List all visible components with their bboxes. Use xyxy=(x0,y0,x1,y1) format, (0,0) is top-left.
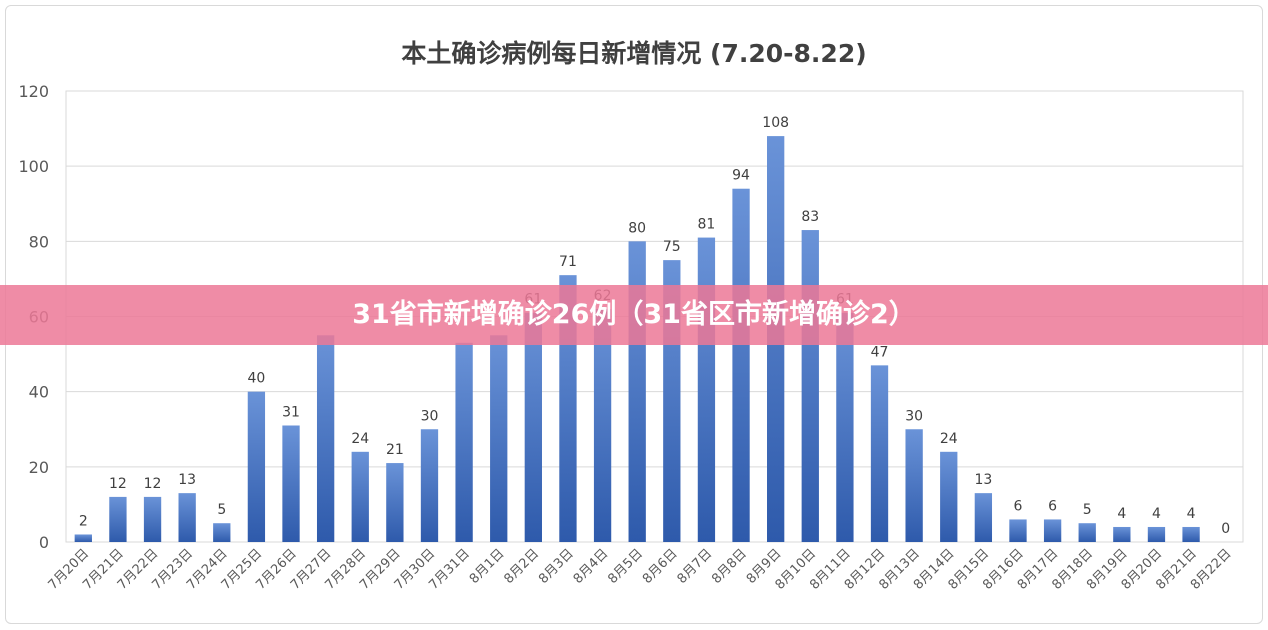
data-label: 40 xyxy=(247,371,265,387)
data-label: 108 xyxy=(762,115,789,131)
data-label: 24 xyxy=(940,431,958,447)
y-tick-label: 0 xyxy=(39,533,49,552)
bar xyxy=(1147,526,1166,542)
x-tick-label: 8月4日 xyxy=(571,546,612,587)
data-label: 4 xyxy=(1152,506,1161,522)
headline-banner: 31省市新增确诊26例（31省区市新增确诊2） xyxy=(0,285,1268,345)
data-label: 94 xyxy=(732,168,750,184)
chart-title: 本土确诊病例每日新增情况 (7.20-8.22) xyxy=(401,39,867,68)
bar xyxy=(697,237,716,542)
y-tick-label: 40 xyxy=(29,383,49,402)
data-label: 13 xyxy=(178,472,196,488)
data-label: 5 xyxy=(217,502,226,518)
y-tick-label: 100 xyxy=(18,157,49,176)
x-tick-label: 8月6日 xyxy=(640,546,681,587)
data-label: 75 xyxy=(663,239,681,255)
y-tick-label: 20 xyxy=(29,458,49,477)
bar xyxy=(974,493,993,542)
bar xyxy=(316,335,335,542)
banner-text: 31省市新增确诊26例（31省区市新增确诊2） xyxy=(352,299,916,330)
data-label: 2 xyxy=(79,513,88,529)
bar xyxy=(836,312,854,542)
bar xyxy=(732,188,750,542)
data-label: 6 xyxy=(1048,498,1057,514)
data-label: 13 xyxy=(974,472,992,488)
data-label: 80 xyxy=(628,220,646,236)
data-label: 71 xyxy=(559,254,577,270)
bar xyxy=(282,425,300,542)
bar xyxy=(386,463,404,542)
y-tick-label: 80 xyxy=(29,232,49,251)
bar xyxy=(1113,526,1131,542)
bar xyxy=(1078,523,1096,542)
bar xyxy=(1043,519,1062,542)
bar xyxy=(870,365,889,542)
bar xyxy=(143,496,162,542)
data-label: 0 xyxy=(1221,521,1230,537)
bar xyxy=(905,429,923,542)
bar xyxy=(1009,519,1027,542)
bar xyxy=(420,429,439,542)
data-label: 12 xyxy=(109,476,127,492)
y-tick-label: 120 xyxy=(18,82,49,101)
bar xyxy=(247,391,266,542)
data-label: 12 xyxy=(144,476,162,492)
bar xyxy=(490,335,508,542)
data-label: 21 xyxy=(386,442,404,458)
data-label: 4 xyxy=(1117,506,1126,522)
data-label: 5 xyxy=(1083,502,1092,518)
bar xyxy=(178,493,196,542)
data-label: 30 xyxy=(905,408,923,424)
bar xyxy=(109,496,127,542)
bar xyxy=(593,308,612,542)
x-tick-label: 8月5日 xyxy=(605,546,646,587)
data-label: 31 xyxy=(282,404,300,420)
x-tick-label: 8月3日 xyxy=(536,546,577,587)
bar xyxy=(351,451,369,542)
data-label: 4 xyxy=(1187,506,1196,522)
x-tick-label: 8月2日 xyxy=(501,546,542,587)
bar xyxy=(74,534,92,542)
data-label: 24 xyxy=(351,431,369,447)
bar xyxy=(455,342,473,542)
x-tick-label: 8月7日 xyxy=(675,546,716,587)
data-label: 83 xyxy=(801,209,819,225)
x-tick-label: 8月1日 xyxy=(467,546,508,587)
bar xyxy=(940,451,958,542)
bar xyxy=(1182,526,1200,542)
bar xyxy=(524,312,542,542)
bar xyxy=(213,523,231,542)
data-label: 47 xyxy=(871,344,889,360)
data-label: 81 xyxy=(698,217,716,233)
data-label: 30 xyxy=(421,408,439,424)
data-label: 6 xyxy=(1014,498,1023,514)
bar xyxy=(801,230,819,542)
x-tick-label: 8月8日 xyxy=(709,546,750,587)
